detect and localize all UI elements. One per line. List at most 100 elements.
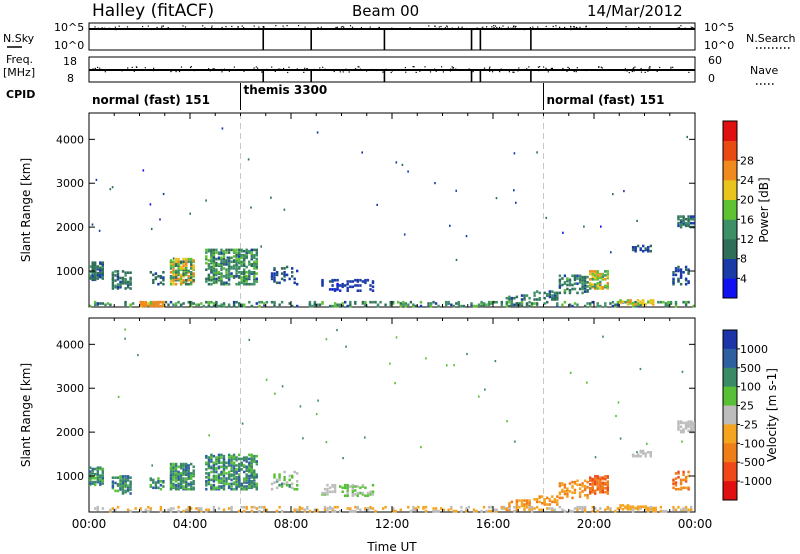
heatmap-cell [174,469,178,472]
nsky-dot [286,25,288,27]
heatmap-cell [212,251,216,254]
heatmap-cell [328,288,332,291]
heatmap-cell [149,478,152,482]
nave-dot [577,68,579,71]
heatmap-cell [215,486,218,490]
heatmap-cell [371,493,375,496]
heatmap-cell [258,300,261,304]
nsky-dot [304,28,306,31]
heatmap-cell [248,282,251,286]
heatmap-cell [371,507,375,510]
heatmap-cell [253,457,256,461]
heatmap-cell [220,273,223,277]
heatmap-cell [351,490,354,494]
heatmap-cell [222,260,226,264]
heatmap-cell [232,461,236,465]
heatmap-cell [220,453,223,457]
nave-dot [360,68,362,70]
heatmap-cell [187,487,190,491]
heatmap-cell [619,504,622,507]
heatmap-cell [96,266,99,270]
heatmap-cell [238,255,241,258]
heatmap-cell [647,246,650,249]
heatmap-cell [566,492,569,496]
heatmap-cell [594,276,597,280]
heatmap-cell [190,472,193,475]
heatmap-cell [538,296,541,300]
heatmap-cell [96,277,99,280]
heatmap-cell [336,505,339,509]
nave-dot [385,68,387,70]
nsky-dot [360,27,363,29]
heatmap-cell [222,457,226,461]
heatmap-cell [177,505,180,509]
heatmap-cell [225,273,228,277]
heatmap-cell [520,504,524,508]
heatmap-cell [162,277,165,281]
heatmap-cell [581,484,584,488]
heatmap-cell [684,476,688,479]
heatmap-cell [558,285,562,288]
heatmap-cell [230,473,233,476]
heatmap-cell [395,161,398,164]
heatmap-cell [230,478,233,482]
heatmap-cell [437,304,440,308]
colorbar-tick-label: 25 [740,400,754,413]
heatmap-cell [500,300,503,304]
heatmap-cell [152,478,155,482]
heatmap-cell [185,259,188,262]
heatmap-cell [631,507,635,510]
nave-dot [672,68,674,71]
heatmap-cell [215,457,218,461]
heatmap-cell [177,470,180,474]
heatmap-cell [417,505,420,509]
heatmap-cell [205,508,208,512]
heatmap-cell [273,476,276,479]
heatmap-cell [139,507,142,510]
heatmap-cell [631,248,635,252]
heatmap-cell [591,272,594,276]
nsky-dot [571,28,573,30]
heatmap-cell [169,280,173,283]
heatmap-cell [333,278,337,282]
heatmap-cell [215,300,218,304]
heatmap-cell [248,485,251,488]
heatmap-cell [169,277,173,281]
nsky-dot [182,25,184,27]
heatmap-cell [114,489,117,493]
heatmap-cell [604,477,607,481]
heatmap-cell [442,508,445,512]
nave-dot [212,68,214,70]
heatmap-cell [207,300,211,304]
nave-dot [633,70,635,72]
heatmap-cell [96,271,99,275]
heatmap-cell [182,278,185,282]
heatmap-cell [172,282,175,286]
nave-dot [189,66,192,69]
heatmap-cell [480,300,483,304]
heatmap-cell [326,483,329,487]
x-tick-label: 04:00 [173,517,208,531]
heatmap-cell [94,264,97,267]
heatmap-cell [636,299,640,302]
nsky-dot [500,27,502,29]
heatmap-cell [210,456,213,459]
heatmap-cell [230,267,233,270]
heatmap-cell [639,507,642,510]
nsky-dot [510,27,512,29]
heatmap-cell [586,275,589,279]
heatmap-cell [243,464,246,467]
heatmap-cell [569,371,572,374]
heatmap-cell [331,507,334,510]
heatmap-cell [323,508,327,512]
heatmap-cell [296,304,299,308]
colorbar-swatch [723,348,737,369]
heatmap-cell [187,466,190,470]
heatmap-cell [248,474,251,478]
heatmap-cell [129,476,132,479]
heatmap-cell [227,267,231,270]
heatmap-cell [679,478,683,482]
heatmap-cell [677,265,680,269]
heatmap-cell [515,505,519,509]
heatmap-cell [679,282,683,286]
